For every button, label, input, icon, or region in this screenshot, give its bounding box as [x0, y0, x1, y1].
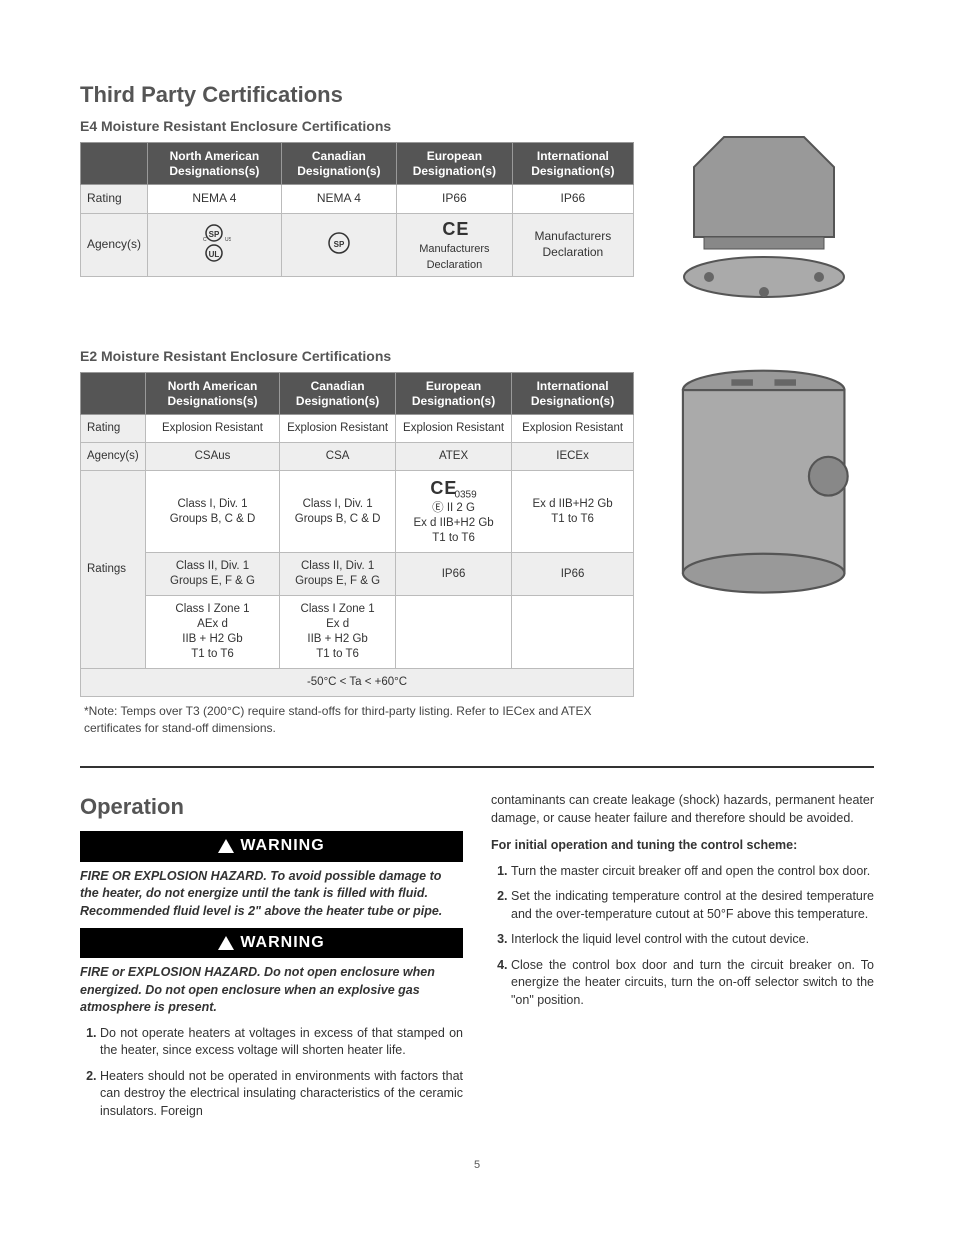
operation-list-a: Do not operate heaters at voltages in ex… — [80, 1025, 463, 1121]
rowhead-ratings: Ratings — [81, 471, 146, 669]
warning-label: WARNING — [240, 835, 324, 857]
agency-logo-csa: SP — [281, 213, 396, 277]
warning-banner-2: WARNING — [80, 928, 463, 958]
cell: NEMA 4 — [148, 185, 282, 214]
cell: IP66 — [512, 553, 634, 596]
list-item: Heaters should not be operated in enviro… — [100, 1068, 463, 1121]
warning-banner-1: WARNING — [80, 831, 463, 861]
th: European Designation(s) — [395, 373, 511, 415]
cell: ManufacturersDeclaration — [512, 213, 633, 277]
th-blank — [81, 143, 148, 185]
cell: IP66 — [395, 553, 511, 596]
rowhead: Rating — [81, 415, 146, 443]
cell: Class II, Div. 1Groups E, F & G — [280, 553, 396, 596]
svg-text:US: US — [225, 237, 231, 243]
cell: C E0359 Ⓔ II 2 G Ex d IIB+H2 GbT1 to T6 — [395, 471, 511, 553]
warning-triangle-icon — [218, 936, 234, 950]
table2-caption: E2 Moisture Resistant Enclosure Certific… — [80, 347, 634, 367]
list-item: Close the control box door and turn the … — [511, 957, 874, 1010]
warning-text-2: FIRE or EXPLOSION HAZARD. Do not open en… — [80, 964, 463, 1017]
th: European Designation(s) — [397, 143, 513, 185]
cell: IP66 — [512, 185, 633, 214]
th: North American Designations(s) — [145, 373, 279, 415]
list-item: Do not operate heaters at voltages in ex… — [100, 1025, 463, 1060]
cell: NEMA 4 — [281, 185, 396, 214]
cell: Ex d IIB+H2 GbT1 to T6 — [512, 471, 634, 553]
right-intro: contaminants can create leakage (shock) … — [491, 792, 874, 827]
table2-note: *Note: Temps over T3 (200°C) require sta… — [80, 703, 634, 737]
agency-ce: C E ManufacturersDeclaration — [397, 213, 513, 277]
cell: IECEx — [512, 443, 634, 471]
cell: Explosion Resistant — [512, 415, 634, 443]
section-divider — [80, 766, 874, 768]
cell: Class I Zone 1Ex dIIB + H2 GbT1 to T6 — [280, 596, 396, 669]
rowhead: Agency(s) — [81, 443, 146, 471]
operation-list-b: Turn the master circuit breaker off and … — [491, 863, 874, 1010]
cell — [512, 596, 634, 669]
operation-subhead: For initial operation and tuning the con… — [491, 837, 874, 855]
cell: CSA — [280, 443, 396, 471]
th: Canadian Designation(s) — [281, 143, 396, 185]
th: International Designation(s) — [512, 143, 633, 185]
warning-label: WARNING — [240, 932, 324, 954]
warning-triangle-icon — [218, 839, 234, 853]
table-e2: North American Designations(s) Canadian … — [80, 372, 634, 696]
list-item: Interlock the liquid level control with … — [511, 931, 874, 949]
table1-caption: E4 Moisture Resistant Enclosure Certific… — [80, 117, 634, 137]
rowhead: Agency(s) — [81, 213, 148, 277]
page-number: 5 — [80, 1158, 874, 1173]
list-item: Set the indicating temperature control a… — [511, 888, 874, 923]
cell: ATEX — [395, 443, 511, 471]
rowhead: Rating — [81, 185, 148, 214]
cell: Class II, Div. 1Groups E, F & G — [145, 553, 279, 596]
page-title: Third Party Certifications — [80, 80, 874, 111]
svg-text:SP: SP — [209, 230, 220, 239]
cell: Class I Zone 1AEx dIIB + H2 GbT1 to T6 — [145, 596, 279, 669]
operation-title: Operation — [80, 792, 463, 823]
cell: CSAus — [145, 443, 279, 471]
cell: Explosion Resistant — [145, 415, 279, 443]
product-photo-e4 — [654, 117, 874, 317]
svg-text:UL: UL — [209, 250, 220, 259]
cell: Explosion Resistant — [280, 415, 396, 443]
cell: Class I, Div. 1Groups B, C & D — [280, 471, 396, 553]
th: International Designation(s) — [512, 373, 634, 415]
temp-range: -50°C < Ta < +60°C — [81, 668, 634, 696]
cell: IP66 — [397, 185, 513, 214]
cell: Explosion Resistant — [395, 415, 511, 443]
th: Canadian Designation(s) — [280, 373, 396, 415]
th-blank — [81, 373, 146, 415]
table-e4: North American Designations(s) Canadian … — [80, 142, 634, 277]
warning-text-1: FIRE OR EXPLOSION HAZARD. To avoid possi… — [80, 868, 463, 921]
product-photo-e2 — [654, 347, 874, 627]
list-item: Turn the master circuit breaker off and … — [511, 863, 874, 881]
agency-logos-na: SP US C UL — [148, 213, 282, 277]
svg-text:SP: SP — [334, 240, 345, 249]
cell — [395, 596, 511, 669]
th: North American Designations(s) — [148, 143, 282, 185]
svg-text:C: C — [203, 237, 207, 243]
cell: Class I, Div. 1Groups B, C & D — [145, 471, 279, 553]
